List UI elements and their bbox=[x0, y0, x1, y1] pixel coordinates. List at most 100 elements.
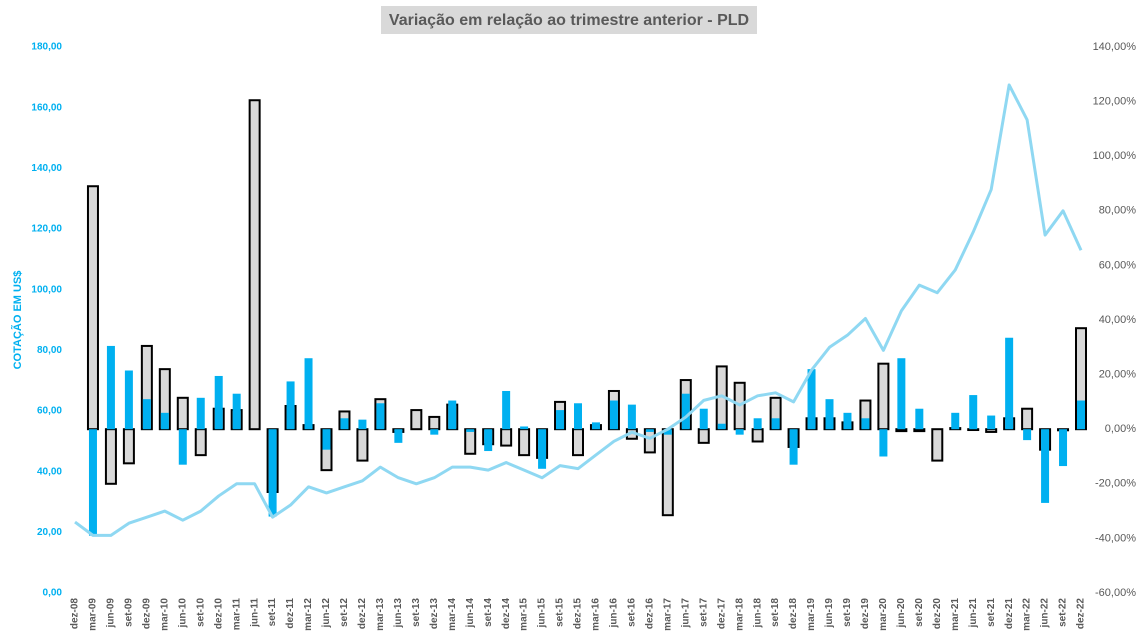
bar bbox=[951, 412, 960, 430]
bar bbox=[248, 99, 261, 431]
x-tick-label: jun-21 bbox=[968, 598, 979, 629]
x-tick-label: jun-22 bbox=[1040, 598, 1051, 629]
bar bbox=[1041, 429, 1050, 503]
y2-tick-label: -40,00% bbox=[1095, 532, 1136, 544]
x-tick-label: jun-12 bbox=[321, 598, 332, 629]
y-tick-label: 20,00 bbox=[37, 527, 62, 538]
bar bbox=[1077, 400, 1085, 430]
bar bbox=[500, 428, 513, 447]
bar bbox=[520, 426, 529, 430]
bar bbox=[358, 419, 367, 430]
y-tick-label: 80,00 bbox=[37, 345, 62, 356]
bar bbox=[969, 395, 978, 430]
bar bbox=[106, 345, 115, 430]
bar bbox=[681, 393, 690, 430]
bar bbox=[717, 423, 726, 430]
y-tick-label: 0,00 bbox=[43, 588, 63, 599]
bar bbox=[376, 403, 385, 430]
bar bbox=[967, 428, 980, 432]
chart-title: Variação em relação ao trimestre anterio… bbox=[389, 12, 749, 29]
x-tick-label: set-14 bbox=[483, 598, 494, 627]
y-tick-label: 120,00 bbox=[31, 224, 62, 235]
bar bbox=[142, 399, 151, 430]
bar bbox=[771, 418, 780, 430]
bar bbox=[591, 422, 600, 430]
y2-tick-label: 40,00% bbox=[1099, 314, 1137, 326]
x-tick-label: set-15 bbox=[555, 598, 566, 627]
x-tick-label: set-18 bbox=[770, 598, 781, 627]
bar bbox=[985, 428, 998, 433]
x-tick-label: set-22 bbox=[1058, 598, 1069, 627]
price-line bbox=[74, 83, 1083, 537]
x-tick-label: jun-10 bbox=[177, 598, 188, 629]
x-tick-label: jun-14 bbox=[465, 598, 476, 629]
bar bbox=[178, 429, 187, 465]
bar bbox=[572, 428, 584, 457]
bar bbox=[88, 429, 97, 536]
x-tick-label: mar-22 bbox=[1022, 598, 1033, 631]
x-tick-label: dez-11 bbox=[285, 598, 296, 629]
bar bbox=[1021, 407, 1034, 431]
y2-tick-label: 20,00% bbox=[1099, 369, 1137, 381]
y2-tick-label: -20,00% bbox=[1095, 478, 1136, 490]
bar bbox=[466, 429, 475, 432]
x-tick-label: jun-17 bbox=[680, 598, 691, 629]
x-tick-label: jun-20 bbox=[896, 598, 907, 629]
x-tick-label: dez-09 bbox=[141, 598, 152, 630]
bar bbox=[410, 409, 423, 431]
x-tick-label: mar-14 bbox=[447, 598, 458, 631]
bar bbox=[807, 369, 816, 430]
x-tick-label: set-17 bbox=[698, 598, 709, 627]
x-tick-label: mar-19 bbox=[806, 598, 817, 631]
bar bbox=[122, 428, 135, 465]
bar bbox=[663, 429, 672, 435]
x-tick-label: dez-20 bbox=[932, 598, 943, 630]
x-tick-label: dez-12 bbox=[357, 598, 368, 630]
x-tick-label: mar-15 bbox=[519, 598, 530, 631]
x-tick-label: jun-13 bbox=[393, 598, 404, 629]
bar bbox=[356, 428, 369, 462]
bar bbox=[735, 429, 744, 435]
x-tick-label: dez-19 bbox=[860, 598, 871, 630]
x-tick-label: mar-17 bbox=[662, 598, 673, 631]
x-tick-label: dez-14 bbox=[501, 598, 512, 630]
y-tick-label: 160,00 bbox=[31, 102, 62, 113]
x-tick-label: set-16 bbox=[627, 598, 638, 627]
x-tick-label: dez-17 bbox=[716, 598, 727, 630]
x-tick-label: set-13 bbox=[411, 598, 422, 627]
x-tick-label: set-10 bbox=[195, 598, 206, 627]
bar bbox=[915, 408, 924, 430]
y2-tick-label: -60,00% bbox=[1095, 587, 1136, 599]
x-tick-label: mar-11 bbox=[231, 598, 242, 631]
x-tick-label: set-19 bbox=[842, 598, 853, 627]
x-tick-label: mar-20 bbox=[878, 598, 889, 631]
y-axis-title: COTAÇÃO EM US$ bbox=[11, 271, 24, 370]
x-tick-label: dez-15 bbox=[573, 598, 584, 630]
y2-tick-label: 60,00% bbox=[1099, 259, 1137, 271]
y-tick-label: 40,00 bbox=[37, 466, 62, 477]
bar bbox=[897, 358, 906, 430]
x-tick-label: dez-22 bbox=[1076, 598, 1087, 630]
y2-tick-label: 140,00% bbox=[1093, 41, 1137, 53]
bar bbox=[1005, 337, 1014, 430]
x-tick-label: mar-21 bbox=[950, 598, 961, 631]
bar bbox=[104, 428, 117, 485]
x-tick-label: mar-13 bbox=[375, 598, 386, 631]
y-tick-label: 180,00 bbox=[31, 42, 62, 53]
bar bbox=[661, 428, 674, 517]
bar bbox=[484, 429, 493, 452]
x-tick-label: set-09 bbox=[124, 598, 135, 627]
bar bbox=[322, 429, 331, 450]
bar bbox=[931, 428, 944, 462]
x-tick-label: mar-12 bbox=[303, 598, 314, 631]
bar bbox=[895, 428, 908, 433]
bar bbox=[789, 429, 798, 465]
bar bbox=[268, 429, 277, 517]
bar bbox=[879, 429, 888, 457]
bar bbox=[160, 412, 169, 430]
bar bbox=[428, 415, 441, 431]
x-tick-label: set-21 bbox=[986, 598, 997, 627]
x-tick-label: jun-18 bbox=[752, 598, 763, 629]
y2-tick-label: 120,00% bbox=[1093, 96, 1137, 108]
